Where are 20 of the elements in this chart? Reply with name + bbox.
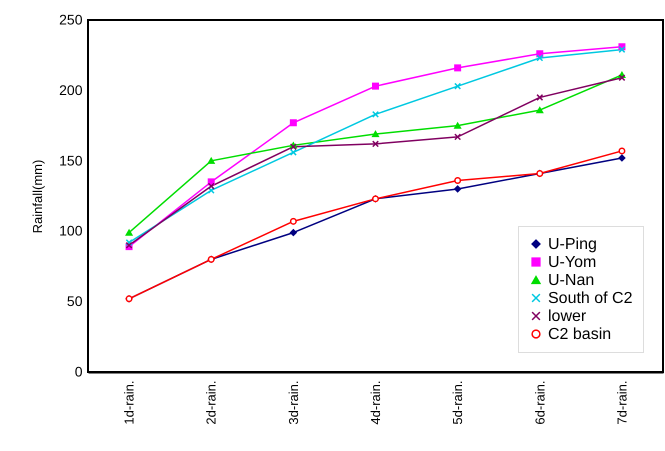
y-tick-label: 100 <box>59 222 83 239</box>
legend-label: C2 basin <box>548 326 612 343</box>
x-tick-label: 7d-rain. <box>614 380 630 425</box>
y-tick-label: 250 <box>59 12 83 28</box>
y-tick-label: 150 <box>59 152 83 168</box>
y-tick-label: 50 <box>66 293 83 310</box>
x-tick-label: 2d-rain. <box>204 380 219 425</box>
x-tick-label: 1d-rain. <box>122 380 137 425</box>
legend-label: U-Nan <box>548 272 594 289</box>
legend-label: U-Yom <box>548 254 596 271</box>
y-tick-label: 200 <box>59 82 83 98</box>
legend-label: lower <box>548 308 587 325</box>
x-tick-label: 4d-rain. <box>368 380 383 425</box>
legend-label: U-Ping <box>548 236 597 253</box>
legend-label: South of C2 <box>548 290 633 307</box>
x-tick-label: 5d-rain. <box>450 380 466 425</box>
x-tick-label: 6d-rain. <box>532 380 548 425</box>
y-tick-label: 0 <box>74 364 83 380</box>
x-tick-label: 3d-rain. <box>286 380 301 425</box>
y-axis-title: Rainfall(mm) <box>30 160 46 234</box>
